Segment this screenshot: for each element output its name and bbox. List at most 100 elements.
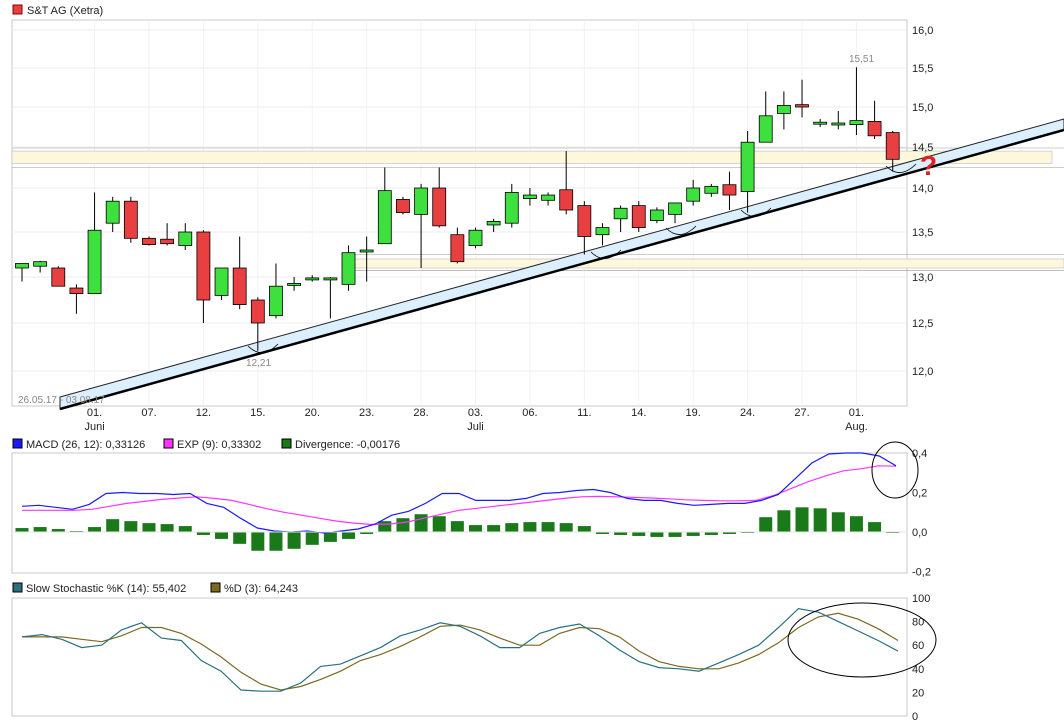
trend-line [59,128,1064,411]
candle [668,202,682,224]
k-line [21,607,899,692]
date-axis-tick: 27. [794,407,809,419]
divergence-bar [124,521,138,532]
macd-legend: MACD (26, 12): 0,33126 EXP (9): 0,33302 … [12,438,400,451]
candle-body [486,221,501,226]
candle-body [813,121,828,125]
divergence-bar [233,532,247,544]
candle-body [776,105,791,114]
candle-body [504,191,519,224]
divergence-bar [614,532,628,535]
divergence-bar [487,525,501,532]
touch-arc [740,207,772,217]
divergence-bar [160,524,174,532]
date-axis-tick: 23. [359,407,374,419]
candle [123,196,138,243]
candle [414,183,428,268]
stochastic-axis-tick: 40 [912,664,924,676]
divergence-bar [396,518,410,532]
divergence-bar [251,532,265,551]
candle-body [341,252,356,285]
k-swatch [12,582,23,593]
candle-body [305,277,320,281]
candle [396,196,410,215]
divergence-bar [51,529,65,532]
divergence-bar [342,532,356,539]
stochastic-plot-frame [11,597,908,717]
candle-body [650,209,664,221]
candle-body [704,185,719,194]
divergence-bar [323,532,337,542]
candle-body [178,231,193,246]
d-legend-label: %D (3): 64,243 [224,583,298,595]
candle [559,151,574,215]
divergence-bar [196,532,210,535]
candle [15,263,29,282]
candle-body [287,283,302,286]
title-legend-swatch [12,4,23,15]
stochastic-axis-tick: 60 [912,640,924,652]
date-axis-tick: 12. [196,407,211,419]
stochastic-axis-tick: 80 [912,617,924,629]
date-axis-tick: 01. [87,407,102,419]
candle [232,236,247,310]
candle-body [595,227,610,236]
stochastic-legend: Slow Stochastic %K (14): 55,402 %D (3): … [12,582,298,595]
exp-line [22,465,897,526]
divergence-bar [305,532,319,545]
date-axis-tick: 07. [141,407,156,419]
date-axis-tick: 03. [468,407,483,419]
candle-body [613,207,628,220]
candle-body [51,267,66,287]
price-axis-tick: 12,5 [912,318,933,330]
divergence-bar [795,507,809,532]
candle-body [432,187,447,227]
candle [214,267,229,300]
macd-axis-tick: 0,0 [912,527,927,539]
candle [377,167,392,245]
candle-body [523,194,537,199]
candle [704,183,719,197]
candle [776,91,791,130]
k-legend-label: Slow Stochastic %K (14): 55,402 [26,583,186,595]
macd-panel: 0,40,20,0-0,2 [11,448,931,579]
macd-highlight-ellipse [871,441,919,499]
divergence-bar [632,532,646,536]
candle-body [269,285,283,317]
candle [359,236,374,282]
candle [813,119,828,127]
price-axis-tick: 14,5 [912,142,933,154]
divergence-bar [450,521,464,532]
divergence-bar [831,512,845,532]
price-axis-tick: 12,0 [912,366,933,378]
divergence-bar [777,510,791,532]
candle-body [359,249,374,253]
month-axis-label: Aug. [845,421,868,433]
date-axis-tick: 28. [413,407,428,419]
date-axis-tick: 15. [250,407,265,419]
support-zone [341,258,1064,269]
date-axis-tick: 01. [849,407,864,419]
candle [867,100,882,139]
candle [432,167,447,228]
candle [523,188,537,206]
candle-body [15,263,29,269]
candle [178,223,193,250]
divergence-bar [88,527,102,532]
stochastic-panel: 100 80 60 40 20 0 [11,593,930,723]
d-line [22,612,899,691]
touch-arc [885,163,917,173]
divergence-bar [722,532,736,534]
stochastic-highlight-ellipse [787,602,937,678]
divergence-bar [215,532,229,539]
candle [160,223,175,246]
stochastic-axis-tick: 100 [912,593,930,605]
candle-body [105,200,120,224]
candle [577,201,592,255]
candle [722,171,737,210]
divergence-bar [469,525,482,532]
divergence-swatch [281,438,292,449]
price-axis-tick: 15,5 [912,63,933,75]
price-axis-tick: 13,0 [912,272,933,284]
